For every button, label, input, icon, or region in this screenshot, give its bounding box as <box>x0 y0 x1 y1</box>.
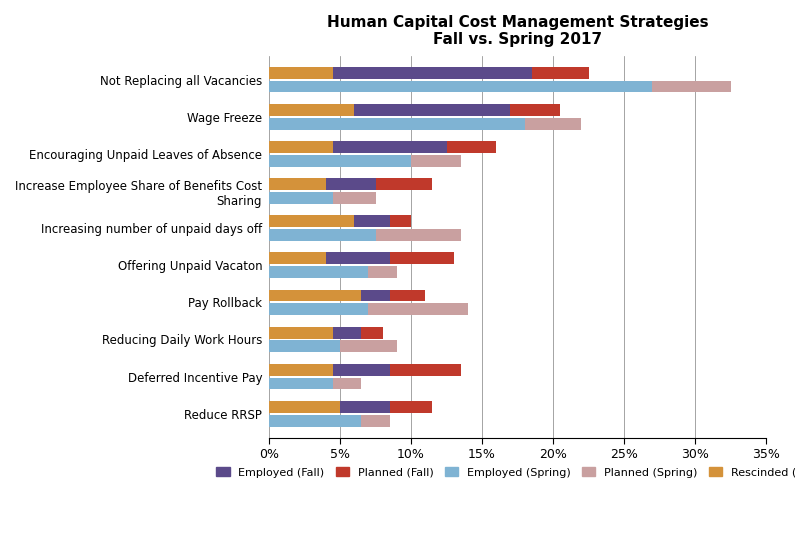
Bar <box>333 141 447 153</box>
Bar <box>390 252 454 264</box>
Bar <box>333 67 532 79</box>
Bar <box>326 178 375 190</box>
Bar <box>525 118 581 129</box>
Bar <box>362 289 390 301</box>
Bar <box>355 215 390 227</box>
Bar <box>269 80 653 93</box>
Bar <box>269 229 375 241</box>
Bar <box>355 104 510 116</box>
Bar <box>269 215 355 227</box>
Bar <box>340 341 397 353</box>
Bar <box>510 104 560 116</box>
Bar <box>362 327 382 338</box>
Bar <box>269 327 333 338</box>
Bar <box>411 155 461 167</box>
Bar <box>269 155 411 167</box>
Bar <box>269 104 355 116</box>
Bar <box>333 377 362 389</box>
Bar <box>368 303 468 315</box>
Bar <box>390 401 432 413</box>
Bar <box>326 252 390 264</box>
Bar <box>269 364 333 376</box>
Bar <box>269 192 333 204</box>
Bar <box>269 303 368 315</box>
Bar <box>375 178 432 190</box>
Bar <box>269 414 362 426</box>
Legend: Employed (Fall), Planned (Fall), Employed (Spring), Planned (Spring), Rescinded : Employed (Fall), Planned (Fall), Employe… <box>211 462 795 482</box>
Bar <box>269 377 333 389</box>
Title: Human Capital Cost Management Strategies
Fall vs. Spring 2017: Human Capital Cost Management Strategies… <box>327 15 708 47</box>
Bar <box>269 401 340 413</box>
Bar <box>368 266 397 278</box>
Bar <box>390 289 425 301</box>
Bar <box>333 192 375 204</box>
Bar <box>269 266 368 278</box>
Bar <box>269 252 326 264</box>
Bar <box>390 364 461 376</box>
Bar <box>269 289 362 301</box>
Bar <box>532 67 588 79</box>
Bar <box>390 215 411 227</box>
Bar <box>340 401 390 413</box>
Bar <box>269 67 333 79</box>
Bar <box>269 118 525 129</box>
Bar <box>362 414 390 426</box>
Bar <box>333 364 390 376</box>
Bar <box>333 327 362 338</box>
Bar <box>269 178 326 190</box>
Bar <box>269 341 340 353</box>
Bar <box>269 141 333 153</box>
Bar <box>375 229 461 241</box>
Bar <box>447 141 496 153</box>
Bar <box>653 80 731 93</box>
